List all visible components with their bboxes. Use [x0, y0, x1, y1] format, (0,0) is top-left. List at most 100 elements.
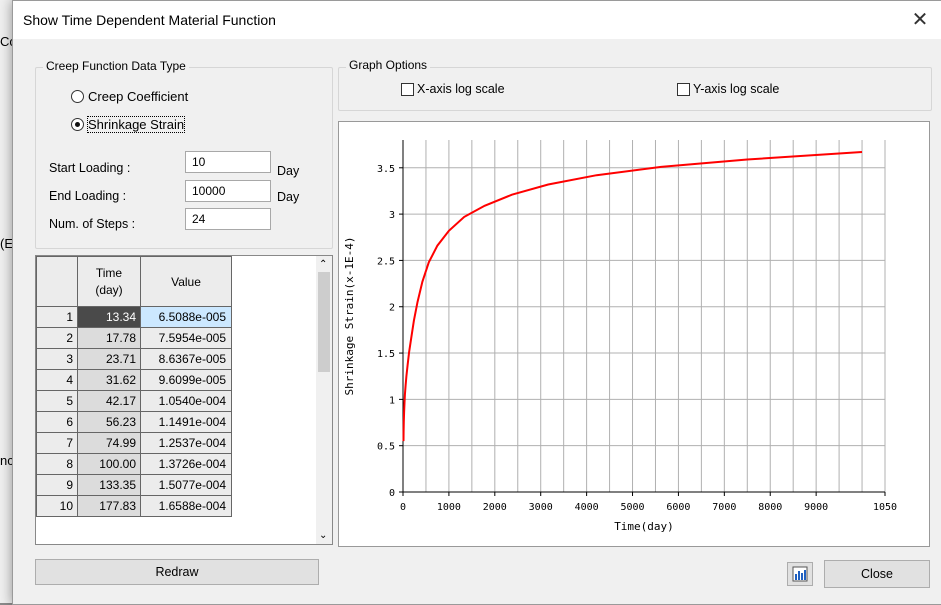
table-row[interactable]: 10 177.83 1.6588e-004 [36, 495, 232, 517]
shrinkage-chart: 0 1000 2000 3000 4000 5000 6000 7000 8000 9000 105… [343, 140, 897, 533]
row-number: 8 [36, 453, 78, 475]
value-cell[interactable]: 8.6367e-005 [140, 348, 232, 370]
row-number: 3 [36, 348, 78, 370]
num-steps-input[interactable]: 24 [185, 208, 271, 230]
x-tick-label: 1050 [873, 502, 897, 513]
checkbox-label: X-axis log scale [417, 82, 505, 96]
row-number: 2 [36, 327, 78, 349]
chart-export-button[interactable] [787, 562, 813, 586]
time-cell[interactable]: 31.62 [77, 369, 141, 391]
x-tick-label: 6000 [666, 502, 690, 513]
scroll-down-icon[interactable]: ⌄ [319, 530, 328, 541]
value-cell[interactable]: 7.5954e-005 [140, 327, 232, 349]
time-cell[interactable]: 133.35 [77, 474, 141, 496]
y-tick-label: 3.5 [377, 164, 395, 175]
row-number: 1 [36, 306, 78, 328]
row-number: 7 [36, 432, 78, 454]
material-function-dialog: Show Time Dependent Material Function ✕ … [12, 0, 941, 605]
value-cell[interactable]: 1.0540e-004 [140, 390, 232, 412]
value-cell[interactable]: 1.2537e-004 [140, 432, 232, 454]
background-text: (E [0, 236, 13, 251]
start-loading-unit: Day [277, 164, 300, 178]
shrinkage-series-line [402, 151, 863, 442]
checkbox-label: Y-axis log scale [693, 82, 780, 96]
x-tick-label: 4000 [575, 502, 599, 513]
x-tick-label: 9000 [804, 502, 828, 513]
radio-label: Shrinkage Strain [86, 116, 186, 133]
table-row[interactable]: 9 133.35 1.5077e-004 [36, 474, 232, 496]
end-loading-label: End Loading : [49, 189, 127, 203]
table-scrollbar[interactable]: ⌃ ⌄ [316, 256, 332, 544]
y-axis-label: Shrinkage Strain(x-1E-4) [343, 237, 356, 396]
title-bar: Show Time Dependent Material Function ✕ [13, 1, 941, 39]
radio-shrinkage-strain[interactable]: Shrinkage Strain [71, 116, 186, 133]
x-log-checkbox[interactable]: X-axis log scale [401, 82, 505, 96]
y-tick-label: 0.5 [377, 442, 395, 453]
time-column-header[interactable]: Time (day) [77, 256, 141, 307]
checkbox-icon [401, 82, 414, 96]
close-button[interactable]: Close [824, 560, 930, 588]
radio-creep-coefficient[interactable]: Creep Coefficient [71, 89, 188, 104]
value-cell[interactable]: 1.5077e-004 [140, 474, 232, 496]
time-header-line2: (day) [95, 282, 123, 297]
num-steps-label: Num. of Steps : [49, 217, 136, 231]
table-row[interactable]: 1 13.34 6.5088e-005 [36, 306, 232, 328]
row-number: 6 [36, 411, 78, 433]
time-cell[interactable]: 56.23 [77, 411, 141, 433]
x-tick-label: 0 [400, 502, 406, 513]
table-row[interactable]: 6 56.23 1.1491e-004 [36, 411, 232, 433]
table-corner-header [36, 256, 78, 307]
end-loading-input[interactable]: 10000 [185, 180, 271, 202]
time-cell[interactable]: 17.78 [77, 327, 141, 349]
checkbox-icon [677, 82, 690, 96]
graph-options-label: Graph Options [346, 58, 431, 72]
table-row[interactable]: 5 42.17 1.0540e-004 [36, 390, 232, 412]
x-tick-label: 3000 [529, 502, 553, 513]
time-cell[interactable]: 23.71 [77, 348, 141, 370]
radio-selected-icon [71, 118, 84, 131]
x-tick-label: 2000 [483, 502, 507, 513]
scrollbar-thumb[interactable] [318, 272, 330, 372]
row-number: 10 [36, 495, 78, 517]
time-cell[interactable]: 177.83 [77, 495, 141, 517]
radio-icon [71, 90, 84, 103]
row-number: 4 [36, 369, 78, 391]
background-text: nc [0, 453, 14, 468]
value-cell[interactable]: 1.3726e-004 [140, 453, 232, 475]
table-row[interactable]: 2 17.78 7.5954e-005 [36, 327, 232, 349]
start-loading-label: Start Loading : [49, 161, 131, 175]
value-cell[interactable]: 9.6099e-005 [140, 369, 232, 391]
time-cell[interactable]: 42.17 [77, 390, 141, 412]
time-cell[interactable]: 13.34 [77, 306, 141, 328]
row-number: 5 [36, 390, 78, 412]
table-row[interactable]: 8 100.00 1.3726e-004 [36, 453, 232, 475]
time-cell[interactable]: 100.00 [77, 453, 141, 475]
creep-function-group-label: Creep Function Data Type [43, 59, 189, 73]
redraw-button[interactable]: Redraw [35, 559, 319, 585]
chart-panel: 0 1000 2000 3000 4000 5000 6000 7000 8000 9000 105… [338, 121, 930, 547]
data-grid[interactable]: Time (day) Value 1 13.34 6.5088e-005 2 17.78… [35, 255, 333, 545]
table-row[interactable]: 4 31.62 9.6099e-005 [36, 369, 232, 391]
value-cell[interactable]: 1.6588e-004 [140, 495, 232, 517]
value-column-header[interactable]: Value [140, 256, 232, 307]
close-icon[interactable]: ✕ [911, 9, 929, 31]
y-log-checkbox[interactable]: Y-axis log scale [677, 82, 779, 96]
y-tick-label: 2 [389, 303, 395, 314]
y-tick-label: 1 [389, 395, 395, 406]
y-tick-label: 2.5 [377, 256, 395, 267]
y-tick-label: 3 [389, 210, 395, 221]
end-loading-unit: Day [277, 190, 300, 204]
y-tick-label: 1.5 [377, 349, 395, 360]
start-loading-input[interactable]: 10 [185, 151, 271, 173]
table-row[interactable]: 7 74.99 1.2537e-004 [36, 432, 232, 454]
y-tick-label: 0 [389, 488, 395, 499]
chart-icon [792, 566, 808, 582]
x-axis-label: Time(day) [614, 520, 674, 533]
time-cell[interactable]: 74.99 [77, 432, 141, 454]
table-row[interactable]: 3 23.71 8.6367e-005 [36, 348, 232, 370]
scroll-up-icon[interactable]: ⌃ [319, 259, 328, 270]
value-cell[interactable]: 6.5088e-005 [140, 306, 232, 328]
dialog-title: Show Time Dependent Material Function [23, 12, 276, 28]
time-header-line1: Time [95, 265, 123, 280]
value-cell[interactable]: 1.1491e-004 [140, 411, 232, 433]
